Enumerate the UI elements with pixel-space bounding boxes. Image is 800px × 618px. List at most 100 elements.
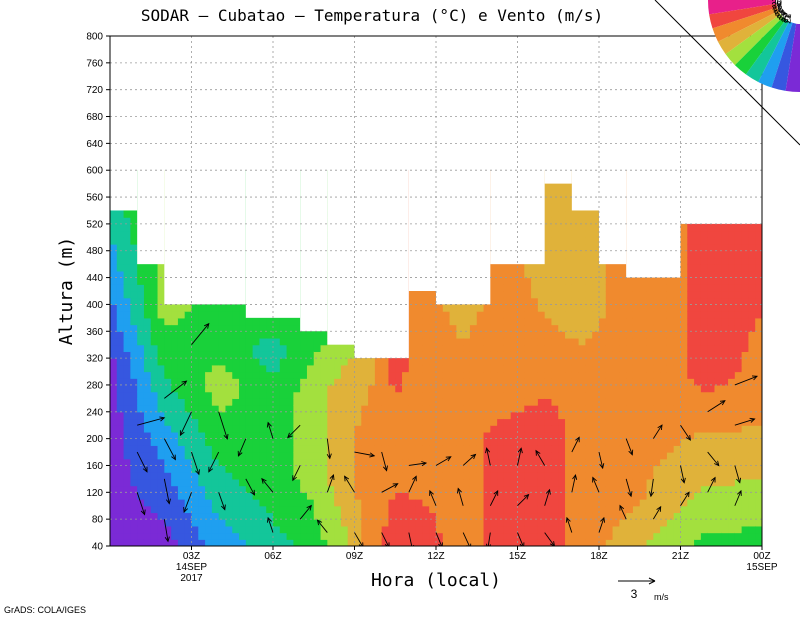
temperature-cell: [463, 492, 471, 500]
temperature-cell: [565, 284, 573, 292]
temperature-cell: [110, 405, 118, 413]
temperature-cell: [497, 337, 505, 346]
temperature-cell: [687, 264, 695, 272]
temperature-cell: [171, 485, 179, 493]
temperature-cell: [368, 398, 376, 406]
temperature-cell: [123, 525, 131, 534]
temperature-cell: [313, 431, 322, 440]
temperature-cell: [110, 257, 118, 265]
temperature-cell: [184, 358, 193, 366]
temperature-cell: [313, 478, 322, 487]
temperature-cell: [585, 519, 593, 527]
temperature-cell: [347, 525, 356, 534]
temperature-cell: [537, 425, 546, 433]
temperature-cell: [490, 425, 498, 433]
temperature-cell: [354, 458, 362, 467]
temperature-cell: [666, 398, 675, 406]
temperature-cell: [198, 525, 206, 534]
temperature-cell: [191, 519, 199, 527]
temperature-cell: [442, 371, 451, 379]
temperature-cell: [116, 465, 125, 473]
temperature-cell: [388, 512, 396, 520]
temperature-cell: [286, 478, 294, 487]
temperature-cell: [531, 317, 539, 326]
temperature-cell: [476, 418, 485, 426]
temperature-cell: [436, 431, 444, 440]
temperature-cell: [442, 391, 451, 399]
temperature-cell: [666, 344, 675, 352]
temperature-cell: [565, 458, 573, 467]
temperature-cell: [653, 324, 661, 332]
temperature-cell: [110, 472, 118, 480]
temperature-cell: [578, 411, 587, 420]
temperature-cell: [660, 539, 668, 546]
temperature-cell: [429, 344, 437, 352]
temperature-cell: [184, 371, 193, 379]
temperature-cell: [137, 311, 145, 319]
temperature-cell: [429, 364, 437, 373]
temperature-cell: [361, 384, 369, 393]
temperature-cell: [476, 371, 485, 379]
temperature-cell: [143, 378, 152, 386]
temperature-cell: [694, 371, 702, 379]
temperature-cell: [313, 472, 322, 480]
temperature-cell: [211, 311, 220, 319]
temperature-cell: [503, 405, 512, 413]
temperature-cell: [436, 304, 444, 312]
temperature-cell: [184, 391, 193, 399]
temperature-cell: [497, 431, 505, 440]
temperature-cell: [150, 337, 159, 346]
temperature-cell: [687, 472, 695, 480]
temperature-cell: [592, 492, 600, 500]
temperature-cell: [429, 411, 437, 420]
temperature-cell: [442, 512, 451, 520]
temperature-cell: [320, 438, 328, 446]
temperature-cell: [334, 532, 342, 540]
temperature-cell: [626, 472, 634, 480]
temperature-cell: [517, 351, 525, 359]
temperature-cell: [245, 465, 254, 473]
temperature-cell: [571, 438, 580, 446]
temperature-cell: [259, 378, 267, 386]
temperature-cell: [694, 270, 702, 279]
temperature-cell: [585, 378, 593, 386]
temperature-cell: [374, 458, 383, 467]
temperature-cell: [205, 472, 213, 480]
temperature-cell: [327, 425, 335, 433]
temperature-cell: [388, 405, 396, 413]
temperature-cell: [510, 384, 519, 393]
temperature-cell: [395, 384, 403, 393]
temperature-cell: [402, 405, 410, 413]
temperature-cell: [402, 411, 410, 420]
temperature-cell: [361, 371, 369, 379]
temperature-cell: [510, 519, 519, 527]
temperature-cell: [116, 284, 125, 292]
temperature-cell: [524, 264, 532, 272]
temperature-cell: [164, 405, 172, 413]
temperature-cell: [673, 472, 682, 480]
temperature-cell: [225, 378, 233, 386]
temperature-cell: [700, 512, 709, 520]
temperature-cell: [225, 512, 233, 520]
temperature-cell: [619, 384, 627, 393]
temperature-cell: [340, 384, 349, 393]
temperature-cell: [225, 304, 233, 312]
temperature-cell: [483, 384, 491, 393]
temperature-cell: [673, 425, 682, 433]
temperature-cell: [666, 351, 675, 359]
temperature-cell: [137, 405, 145, 413]
temperature-cell: [497, 438, 505, 446]
temperature-cell: [374, 431, 383, 440]
temperature-cell: [578, 458, 587, 467]
temperature-cell: [354, 525, 362, 534]
temperature-cell: [619, 418, 627, 426]
temperature-cell: [374, 371, 383, 379]
temperature-cell: [680, 230, 688, 238]
temperature-cell: [293, 344, 301, 352]
temperature-cell: [205, 505, 213, 514]
temperature-cell: [619, 331, 627, 339]
temperature-cell: [354, 425, 362, 433]
temperature-cell: [116, 512, 125, 520]
temperature-cell: [239, 478, 247, 487]
temperature-cell: [503, 539, 512, 546]
